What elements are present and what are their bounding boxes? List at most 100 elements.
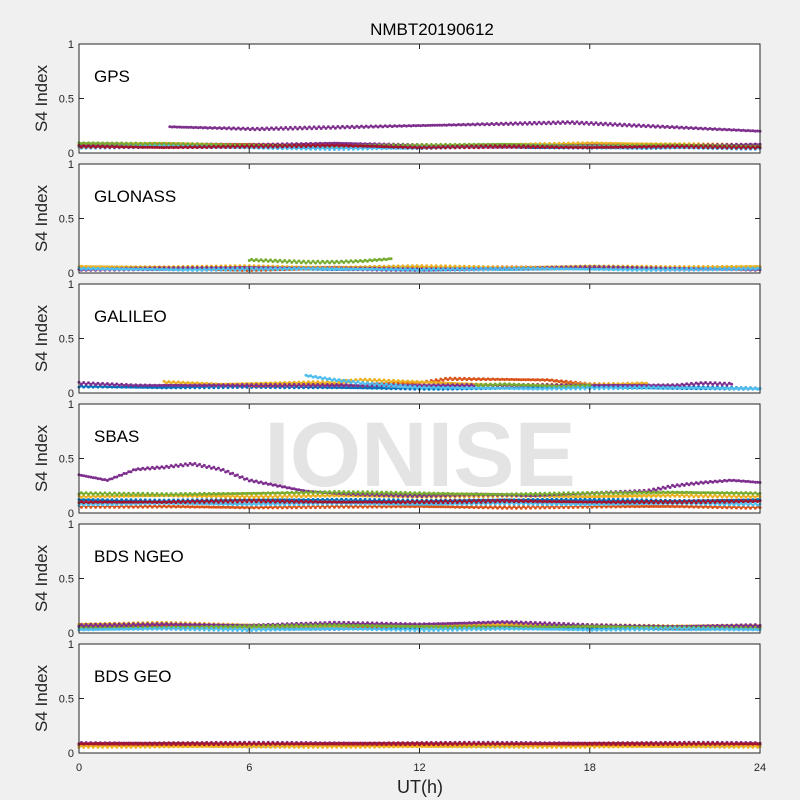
data-point <box>514 143 518 147</box>
data-point <box>124 141 128 145</box>
data-point <box>238 143 242 147</box>
plot-area <box>79 164 760 273</box>
data-point <box>153 141 157 145</box>
data-point <box>108 142 112 146</box>
data-point <box>89 142 93 146</box>
data-point <box>477 146 481 150</box>
data-point <box>467 142 471 146</box>
data-point <box>723 144 726 148</box>
data-point <box>245 266 249 270</box>
data-point <box>678 268 682 272</box>
data-point <box>361 142 365 146</box>
data-point <box>723 381 726 385</box>
data-point <box>687 143 691 147</box>
figure-title: NMBT20190612 <box>370 20 494 39</box>
data-point <box>481 268 485 272</box>
data-point <box>701 144 705 147</box>
data-point <box>389 383 393 386</box>
y-axis-label: S4 Index <box>32 64 51 132</box>
data-point <box>614 141 618 145</box>
data-point <box>600 141 604 145</box>
data-point <box>585 141 589 145</box>
data-point <box>129 141 133 145</box>
data-point <box>101 141 105 145</box>
data-point <box>302 259 306 263</box>
data-point <box>191 142 194 146</box>
data-point <box>682 143 686 147</box>
panel-label: GLONASS <box>94 187 176 206</box>
data-point <box>370 381 374 385</box>
data-point <box>366 381 369 385</box>
data-point <box>448 142 452 146</box>
data-point <box>146 143 150 147</box>
data-point <box>739 142 743 146</box>
data-point <box>678 143 682 147</box>
data-point <box>408 384 412 388</box>
data-point <box>79 142 83 145</box>
data-point <box>328 148 332 151</box>
data-point <box>642 142 646 146</box>
data-point <box>117 142 121 146</box>
data-point <box>668 143 672 147</box>
data-point <box>623 142 627 146</box>
data-point <box>347 142 351 146</box>
data-point <box>277 127 281 131</box>
data-point <box>715 144 719 148</box>
data-point <box>481 146 485 150</box>
data-point <box>575 120 579 124</box>
data-point <box>380 382 384 386</box>
data-point <box>337 141 341 145</box>
data-point <box>415 143 419 147</box>
data-point <box>630 143 634 147</box>
data-point <box>375 381 379 385</box>
data-point <box>590 141 594 145</box>
data-point <box>224 143 228 146</box>
data-point <box>458 142 462 146</box>
data-point <box>392 143 395 147</box>
data-point <box>200 142 204 146</box>
data-point <box>318 261 322 265</box>
panel-label: GPS <box>94 67 130 86</box>
data-point <box>176 142 180 146</box>
data-point <box>753 142 757 146</box>
data-point <box>697 143 700 147</box>
data-point <box>581 141 585 145</box>
data-point <box>425 143 429 146</box>
data-point <box>315 127 318 131</box>
data-point <box>673 143 677 147</box>
data-point <box>434 143 438 146</box>
data-point <box>243 143 246 147</box>
data-point <box>316 259 320 263</box>
data-point <box>633 142 637 146</box>
data-point <box>332 141 336 145</box>
data-point <box>309 261 313 265</box>
data-point <box>172 142 176 145</box>
data-point <box>157 141 161 145</box>
data-point <box>647 142 651 146</box>
data-point <box>609 141 613 145</box>
data-point <box>257 145 261 149</box>
data-point <box>519 143 523 147</box>
data-point <box>692 143 696 147</box>
data-point <box>548 142 552 145</box>
data-point <box>444 142 447 146</box>
data-point <box>552 141 556 145</box>
data-point <box>708 381 712 385</box>
data-point <box>113 142 116 146</box>
data-point <box>425 264 429 268</box>
data-point <box>87 141 90 145</box>
data-point <box>276 145 280 149</box>
data-point <box>481 142 485 146</box>
data-point <box>351 379 355 383</box>
data-point <box>403 384 407 388</box>
data-point <box>663 143 667 147</box>
data-point <box>706 144 710 148</box>
data-point <box>477 142 481 146</box>
data-point <box>150 143 154 147</box>
data-point <box>181 142 185 146</box>
y-tick-label: 0.5 <box>59 94 74 106</box>
data-point <box>491 146 495 149</box>
data-point <box>219 142 223 146</box>
data-point <box>342 142 346 145</box>
